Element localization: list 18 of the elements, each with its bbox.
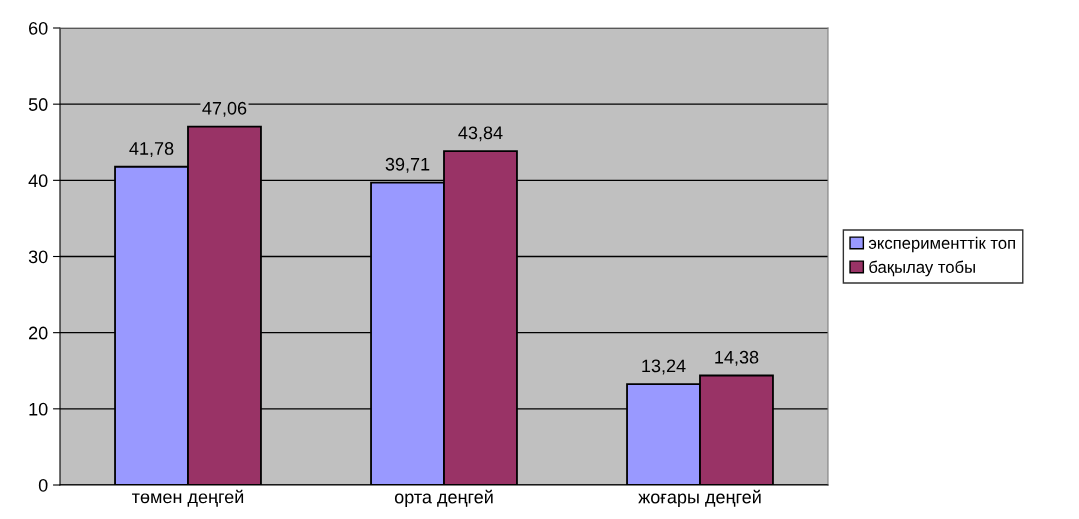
data-label: 14,38 xyxy=(715,350,759,366)
y-tick-label: 40 xyxy=(28,174,48,188)
x-tick-label: төмен деңгей xyxy=(132,489,244,507)
legend-label: эксперименттік топ xyxy=(868,236,1015,253)
data-label: 47,06 xyxy=(202,101,247,117)
y-tick-label: 30 xyxy=(28,250,48,264)
x-tick-label: жоғары деңгей xyxy=(638,489,761,508)
x-tick-label: орта деңгей xyxy=(394,489,493,508)
data-label: 39,71 xyxy=(385,157,430,173)
data-label: 41,78 xyxy=(129,142,174,158)
y-tick-label: 20 xyxy=(29,326,48,340)
data-label: 13,24 xyxy=(642,359,686,375)
legend-label: бақылау тобы xyxy=(869,260,975,277)
y-tick-label: 0 xyxy=(38,478,48,492)
y-tick-label: 50 xyxy=(28,98,48,111)
y-tick-label: 60 xyxy=(29,21,48,35)
data-label: 43,84 xyxy=(458,126,503,142)
y-tick-label: 10 xyxy=(29,402,48,416)
